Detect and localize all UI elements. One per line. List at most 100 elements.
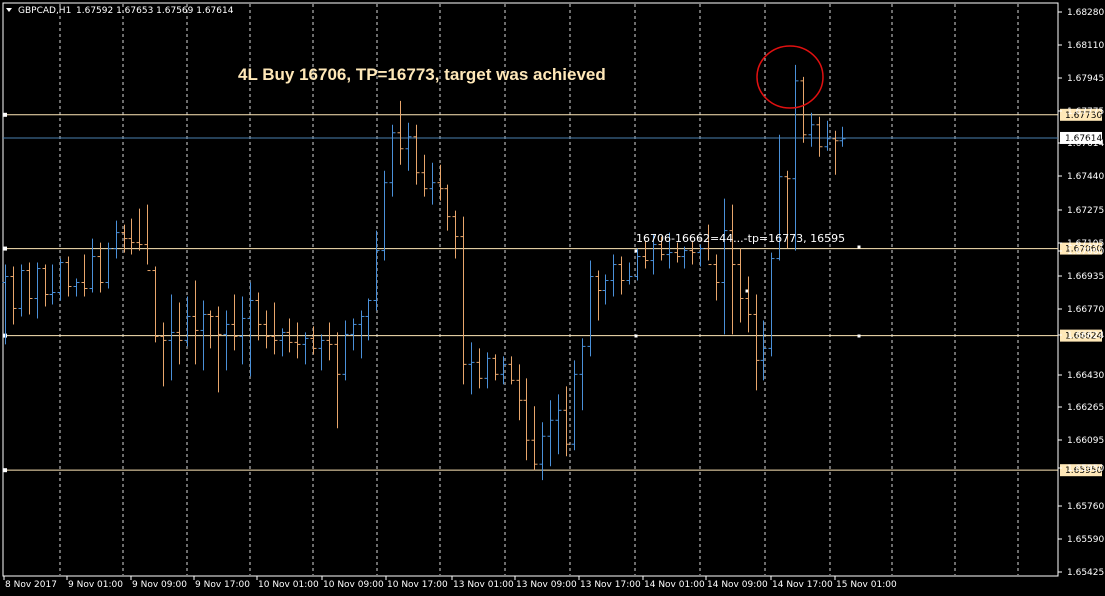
x-tick-label: 10 Nov 17:00 <box>387 580 448 590</box>
ohlc-bar <box>832 130 839 175</box>
ohlc-bar <box>42 264 49 307</box>
ohlc-bar <box>539 422 546 481</box>
level-handle[interactable] <box>3 246 7 251</box>
ohlc-bar <box>729 204 736 335</box>
object-anchor[interactable] <box>634 334 638 338</box>
x-tick-label: 13 Nov 01:00 <box>453 580 514 590</box>
ohlc-bar <box>73 278 80 297</box>
level-price-box <box>1060 329 1102 342</box>
ohlc-bar <box>642 240 649 269</box>
ohlc-bar <box>745 276 752 333</box>
ohlc-bars <box>2 64 846 481</box>
y-tick-label: 1.66095 <box>1067 436 1104 446</box>
x-tick-label: 13 Nov 17:00 <box>580 580 641 590</box>
ohlc-bar <box>760 320 767 381</box>
level-handle[interactable] <box>3 468 7 473</box>
ohlc-bar <box>792 64 799 251</box>
ohlc-bar <box>666 232 673 269</box>
ohlc-bar <box>824 120 831 151</box>
current-price-label: 1.67614 <box>1065 134 1102 144</box>
y-tick-label: 1.66624 <box>1067 331 1104 341</box>
object-anchor[interactable] <box>857 245 861 249</box>
ohlc-bar <box>192 280 199 365</box>
ohlc-bar <box>531 406 538 471</box>
level-price-box <box>1060 108 1102 121</box>
ohlc-bar <box>595 270 602 321</box>
ohlc-bar <box>10 266 17 325</box>
ohlc-bar <box>737 248 744 323</box>
ohlc-bar <box>516 364 523 421</box>
ohlc-bar <box>49 264 56 305</box>
x-tick-label: 10 Nov 01:00 <box>258 580 319 590</box>
y-tick-label: 1.67614 <box>1067 139 1104 149</box>
ohlc-bar <box>334 332 341 429</box>
ohlc-bar <box>239 296 246 365</box>
ohlc-bar <box>500 356 507 385</box>
ohlc-bar <box>184 296 191 347</box>
ohlc-readout: 1.67592 1.67653 1.67569 1.67614 <box>76 6 234 16</box>
trade-annotation: 4L Buy 16706, TP=16773, target was achie… <box>238 65 606 84</box>
ohlc-bar <box>81 254 88 297</box>
ohlc-bar <box>2 264 9 345</box>
ohlc-bar <box>247 282 254 377</box>
ohlc-bar <box>626 262 633 285</box>
x-tick-label: 9 Nov 09:00 <box>132 580 187 590</box>
ohlc-bar <box>658 236 665 261</box>
ohlc-bar <box>476 348 483 389</box>
ohlc-bar <box>753 294 760 391</box>
object-anchor[interactable] <box>857 334 861 338</box>
level-handle[interactable] <box>3 112 7 117</box>
level-price-box <box>1060 242 1102 255</box>
ohlc-bar <box>286 318 293 353</box>
y-tick-label: 1.65760 <box>1067 502 1104 512</box>
y-tick-label: 1.65425 <box>1067 568 1104 578</box>
x-tick-label: 14 Nov 09:00 <box>707 580 768 590</box>
ohlc-bar <box>721 198 728 335</box>
ohlc-bar <box>650 234 657 275</box>
chevron-down-icon[interactable] <box>6 8 12 12</box>
price-axis: 1.68280 1.68110 1.67945 1.67775 1.67614 1.674… <box>1058 8 1104 578</box>
ohlc-bar <box>89 238 96 293</box>
ohlc-bar <box>705 224 712 266</box>
ohlc-bar <box>444 184 451 231</box>
y-tick-label: 1.65950 <box>1067 464 1104 474</box>
y-tick-label: 1.66770 <box>1067 305 1104 315</box>
ohlc-bar <box>105 242 112 289</box>
ohlc-bar <box>413 124 420 185</box>
object-anchor[interactable] <box>634 249 638 253</box>
ohlc-bar <box>697 244 704 267</box>
x-tick-label: 8 Nov 2017 <box>5 580 57 590</box>
ohlc-bar <box>294 322 301 359</box>
y-tick-label: 1.67060 <box>1067 247 1104 257</box>
ohlc-bar <box>207 310 214 349</box>
x-tick-label: 9 Nov 17:00 <box>195 580 250 590</box>
ohlc-bar <box>397 100 404 165</box>
x-tick-label: 14 Nov 01:00 <box>644 580 705 590</box>
ohlc-bar <box>121 224 128 253</box>
ohlc-bar <box>113 220 120 259</box>
ohlc-bar <box>618 256 625 295</box>
ohlc-bar <box>571 360 578 451</box>
ohlc-bar <box>634 248 641 281</box>
x-tick-label: 9 Nov 01:00 <box>68 580 123 590</box>
object-anchor[interactable] <box>745 289 749 293</box>
ohlc-bar <box>602 274 609 305</box>
y-tick-label: 1.67105 <box>1067 239 1104 249</box>
ohlc-bar <box>839 126 846 147</box>
ohlc-bar <box>508 356 515 385</box>
x-tick-label: 13 Nov 09:00 <box>516 580 577 590</box>
ohlc-bar <box>429 162 436 205</box>
level-price-box <box>1060 464 1102 477</box>
chart-header: GBPCAD,H1 1.67592 1.67653 1.67569 1.6761… <box>6 6 234 16</box>
ohlc-bar <box>310 326 317 355</box>
plot-frame <box>2 2 1059 577</box>
ohlc-bar <box>302 332 309 365</box>
y-tick-label: 1.66430 <box>1067 371 1104 381</box>
y-tick-label: 1.65590 <box>1067 535 1104 545</box>
level-price-label: 1.67730 <box>1065 111 1102 121</box>
ohlc-bar <box>97 242 104 293</box>
level-price-label: 1.67060 <box>1065 245 1102 255</box>
ohlc-bar <box>784 170 791 249</box>
